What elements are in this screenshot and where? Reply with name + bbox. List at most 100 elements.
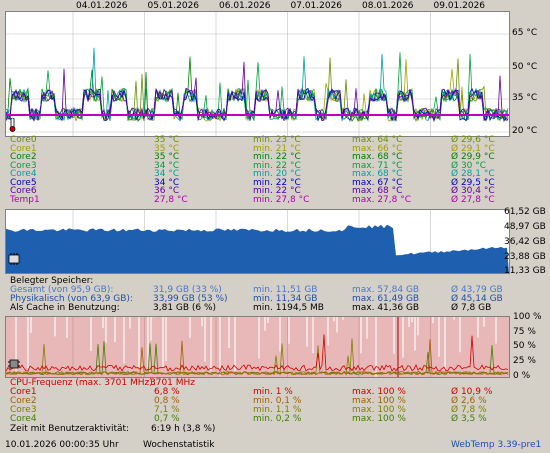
temp-row-current: 27,8 °C	[154, 194, 188, 205]
temp-row-name: Core0	[10, 135, 37, 145]
temp-row-name: Core3	[10, 160, 37, 171]
temp-row-current: 35 °C	[154, 143, 180, 154]
timestamp: 10.01.2026 00:00:35 Uhr	[5, 440, 119, 450]
cpu-idle-gap	[432, 317, 434, 324]
cpu-idle-gap	[459, 317, 461, 353]
cpu-idle-gap	[288, 317, 290, 344]
temp-row-avg: Ø 30 °C	[451, 160, 487, 171]
weekly-statistics-label: Wochenstatistik	[143, 440, 215, 450]
temp-row-avg: Ø 29,1 °C	[451, 143, 495, 154]
memory-y-tick: 48,97 GB	[504, 222, 546, 232]
cpu-idle-gap	[90, 317, 92, 351]
temp-row-max: max. 68 °C	[352, 152, 403, 162]
memory-row-avg: Ø 7,8 GB	[451, 303, 492, 313]
temp-row-min: min. 27,8 °C	[253, 194, 310, 205]
temp-row-min: min. 22 °C	[253, 177, 301, 188]
memory-heading: Belegter Speicher:	[10, 276, 94, 286]
memory-row-min: min. 11,51 GB	[253, 285, 318, 295]
cpu-idle-gap	[279, 317, 281, 352]
cpu-idle-gap	[30, 317, 32, 333]
cpu-idle-gap	[402, 317, 404, 358]
date-label: 08.01.2026	[362, 1, 414, 11]
date-label: 04.01.2026	[76, 1, 128, 11]
temp-row-avg: Ø 27,8 °C	[451, 194, 495, 205]
cpu-line-core3	[6, 338, 509, 376]
cpu-y-tick: 25 %	[513, 356, 536, 366]
temp-row-avg: Ø 30,4 °C	[451, 186, 495, 196]
cpu-activity-background	[6, 317, 509, 377]
temp-y-tick: 50 °C	[512, 62, 538, 72]
cpu-idle-gap	[438, 317, 440, 357]
temp-row-max: max. 66 °C	[352, 143, 403, 154]
cpu-row-min: min. 0,1 %	[253, 396, 302, 406]
thermometer-icon	[9, 118, 16, 132]
memory-row-min: min. 1194,5 MB	[253, 303, 324, 313]
temp-y-tick: 65 °C	[512, 28, 538, 38]
activity-label: Zeit mit Benutzeraktivität:	[10, 424, 130, 434]
cpu-idle-gap	[162, 317, 164, 367]
cpu-idle-gap	[264, 317, 266, 331]
date-label: 05.01.2026	[147, 1, 200, 11]
temp-row-avg: Ø 29,5 °C	[451, 177, 495, 188]
temp-row-avg: Ø 29,9 °C	[451, 152, 495, 162]
memory-row-min: min. 11,34 GB	[253, 294, 318, 304]
cpu-idle-gap	[411, 317, 413, 323]
temp-row-name: Temp1	[10, 194, 40, 205]
cpu-idle-gap	[327, 317, 329, 346]
temperature-chart	[5, 11, 510, 137]
cpu-row-max: max. 100 %	[352, 414, 406, 424]
temp-line-core5	[6, 87, 509, 123]
memory-y-tick: 61,52 GB	[504, 207, 546, 217]
temp-row-current: 35 °C	[154, 135, 180, 145]
temp-line-core6	[6, 61, 509, 122]
memory-area	[6, 224, 509, 273]
cpu-idle-gap	[54, 317, 56, 337]
cpu-idle-gap	[267, 317, 269, 323]
memory-y-tick: 11,33 GB	[504, 266, 546, 276]
temp-row-max: max. 67 °C	[352, 177, 403, 188]
cpu-idle-gap	[102, 317, 104, 328]
memory-row-max: max. 61,49 GB	[352, 294, 420, 304]
cpu-idle-gap	[408, 317, 410, 328]
date-label: 07.01.2026	[290, 1, 343, 11]
cpu-idle-gap	[123, 317, 125, 364]
memory-row-max: max. 57,84 GB	[352, 285, 420, 295]
webtemp-version-link[interactable]: WebTemp 3.39-pre1	[451, 440, 542, 450]
cpu-idle-gap	[393, 317, 395, 354]
cpu-row-name: Core4	[10, 414, 37, 424]
cpu-row-current: 0,7 %	[154, 414, 180, 424]
temp-row-current: 34 °C	[154, 177, 180, 188]
cpu-y-tick: 0 %	[513, 371, 531, 381]
cpu-idle-gap	[342, 317, 344, 320]
memory-row-name: Gesamt (von 95,9 GB):	[10, 285, 114, 295]
temp-row-name: Core2	[10, 152, 37, 162]
temp-row-name: Core1	[10, 143, 37, 154]
cpu-idle-gap	[453, 317, 455, 320]
cpu-idle-gap	[147, 317, 149, 368]
cpu-row-min: min. 1,1 %	[253, 405, 302, 415]
cpu-idle-gap	[114, 317, 116, 343]
cpu-row-avg: Ø 7,8 %	[451, 405, 487, 415]
cpu-row-avg: Ø 2,6 %	[451, 396, 487, 406]
cpu-row-name: Core2	[10, 396, 37, 406]
cpu-idle-gap	[375, 317, 377, 377]
cpu-chip-icon	[8, 358, 20, 370]
cpu-idle-gap	[27, 317, 29, 369]
cpu-idle-gap	[165, 317, 167, 362]
temp-row-current: 34 °C	[154, 160, 180, 171]
cpu-y-tick: 75 %	[513, 327, 536, 337]
cpu-row-avg: Ø 3,5 %	[451, 414, 487, 424]
memory-row-avg: Ø 43,79 GB	[451, 285, 503, 295]
memory-chip-icon	[8, 253, 20, 265]
cpu-idle-gap	[306, 317, 308, 347]
cpu-idle-gap	[219, 317, 221, 377]
cpu-row-avg: Ø 10,9 %	[451, 387, 493, 397]
cpu-idle-gap	[477, 317, 479, 338]
cpu-idle-gap	[483, 317, 485, 327]
cpu-idle-gap	[228, 317, 230, 348]
memory-row-name: Physikalisch (von 63,9 GB):	[10, 294, 133, 304]
temp-line-core4	[6, 47, 509, 122]
cpu-idle-gap	[105, 317, 107, 343]
cpu-row-max: max. 100 %	[352, 405, 406, 415]
cpu-row-current: 6,8 %	[154, 387, 180, 397]
